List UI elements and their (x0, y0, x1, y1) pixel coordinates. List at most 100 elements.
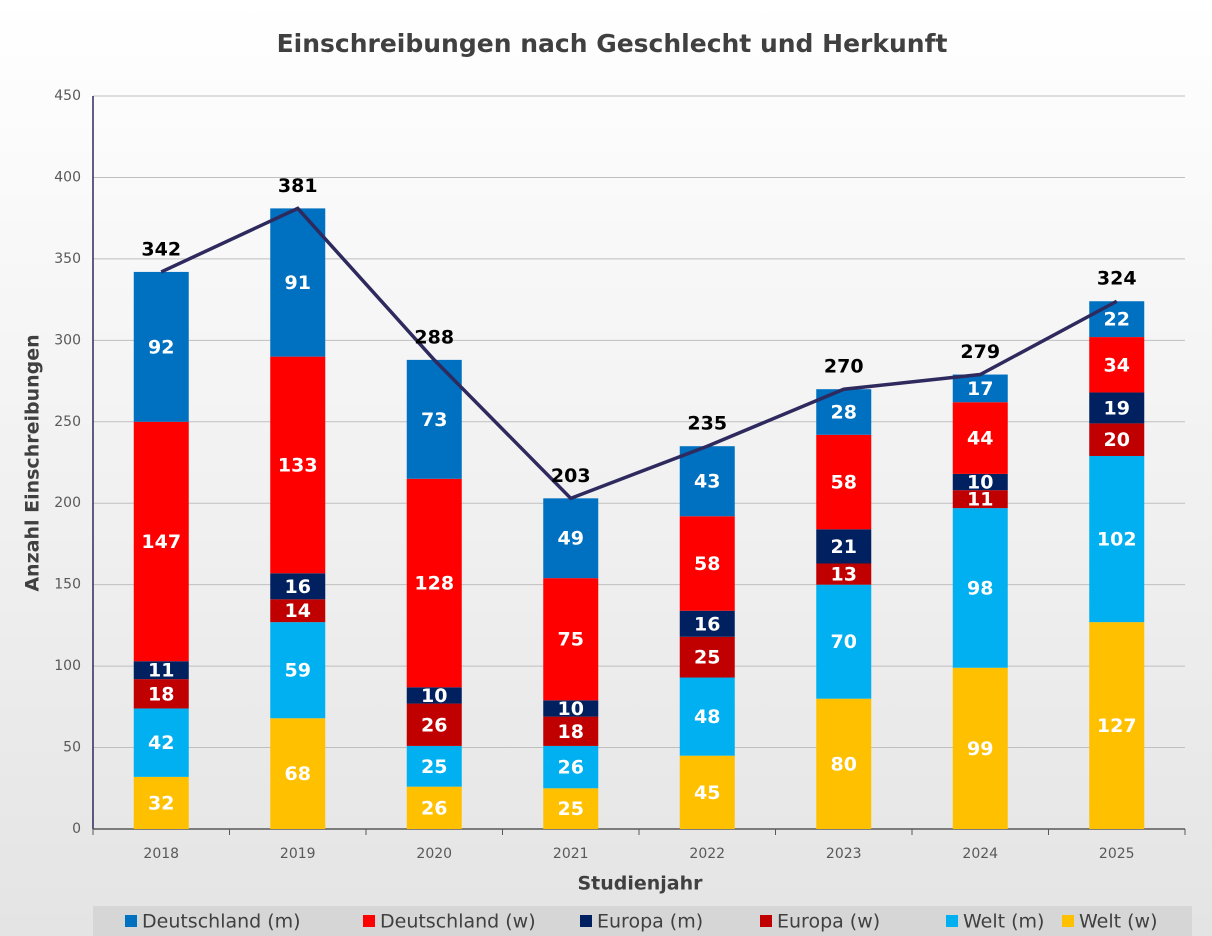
legend-background (93, 906, 1192, 936)
data-label: 73 (421, 409, 447, 431)
bar-segment (679, 610, 735, 637)
x-tick-label: 2023 (826, 846, 862, 862)
data-label: 10 (558, 698, 584, 720)
data-label: 17 (967, 378, 993, 400)
data-label: 133 (278, 454, 318, 476)
y-tick-label: 250 (54, 414, 81, 430)
data-label: 99 (967, 738, 993, 760)
y-tick-label: 50 (63, 740, 81, 756)
bar-segment (133, 776, 189, 829)
bar-segment (1089, 392, 1145, 424)
bar-segment (406, 786, 462, 829)
data-label: 91 (285, 272, 311, 294)
x-axis-label: Studienjahr (577, 873, 703, 895)
bar-segment (679, 516, 735, 611)
data-label: 59 (285, 660, 311, 682)
data-label: 147 (141, 531, 181, 553)
data-label: 13 (831, 564, 857, 586)
data-label: 58 (831, 472, 857, 494)
data-label: 25 (694, 647, 720, 669)
total-label: 235 (687, 413, 727, 435)
legend-swatch (760, 915, 772, 927)
bar-segment (406, 687, 462, 704)
x-tick-label: 2020 (416, 846, 452, 862)
legend-label: Deutschland (w) (380, 911, 536, 933)
data-label: 48 (694, 706, 720, 728)
legend-label: Welt (m) (963, 911, 1044, 933)
total-label: 279 (960, 341, 1000, 363)
total-label: 381 (278, 175, 318, 197)
y-tick-label: 400 (54, 169, 81, 185)
bar-segment (406, 478, 462, 688)
data-label: 58 (694, 553, 720, 575)
bar-segment (133, 421, 189, 662)
chart-title: Einschreibungen nach Geschlecht und Herk… (277, 29, 948, 58)
bar-segment (816, 584, 872, 699)
bar-segment (952, 667, 1008, 829)
data-label: 21 (831, 536, 857, 558)
total-label: 270 (824, 356, 864, 378)
bar-segment (133, 679, 189, 709)
data-label: 16 (694, 613, 720, 635)
x-tick-label: 2025 (1099, 846, 1135, 862)
data-label: 80 (831, 753, 857, 775)
bar-segment (1089, 622, 1145, 829)
bar-segment (270, 622, 326, 719)
bar-segment (406, 745, 462, 787)
bar-segment (1089, 455, 1145, 623)
bar-segment (679, 755, 735, 829)
y-tick-label: 100 (54, 658, 81, 674)
data-label: 42 (148, 732, 174, 754)
x-tick-label: 2024 (962, 846, 998, 862)
x-tick-label: 2021 (553, 846, 589, 862)
data-label: 28 (831, 402, 857, 424)
bar-segment (133, 661, 189, 680)
legend-swatch (946, 915, 958, 927)
y-tick-label: 350 (54, 251, 81, 267)
x-tick-label: 2022 (689, 846, 725, 862)
bar-segment (952, 490, 1008, 509)
data-label: 34 (1104, 354, 1130, 376)
y-tick-label: 450 (54, 88, 81, 104)
bar-segment (952, 473, 1008, 491)
data-label: 92 (148, 336, 174, 358)
bar-segment (406, 703, 462, 746)
total-label: 324 (1097, 268, 1137, 290)
bar-segment (270, 356, 326, 574)
legend-label: Europa (m) (597, 911, 703, 933)
legend-swatch (125, 915, 137, 927)
bar-segment (952, 402, 1008, 474)
data-label: 19 (1104, 397, 1130, 419)
bar-segment (543, 716, 599, 746)
data-label: 18 (558, 721, 584, 743)
bar-segment (543, 700, 599, 717)
y-tick-label: 0 (72, 821, 81, 837)
data-label: 10 (967, 472, 993, 494)
bar-segment (543, 745, 599, 789)
bar-segment (543, 498, 599, 579)
data-label: 49 (558, 528, 584, 550)
total-label: 288 (414, 326, 454, 348)
bar-segment (133, 271, 189, 422)
bar-segment (679, 636, 735, 678)
bar-segment (1089, 337, 1145, 393)
y-tick-label: 300 (54, 332, 81, 348)
data-label: 14 (285, 600, 311, 622)
data-label: 25 (558, 798, 584, 820)
data-label: 26 (421, 797, 447, 819)
data-label: 43 (694, 471, 720, 493)
legend-label: Welt (w) (1079, 911, 1158, 933)
data-label: 98 (967, 577, 993, 599)
y-tick-label: 150 (54, 577, 81, 593)
legend-label: Europa (w) (777, 911, 880, 933)
data-label: 25 (421, 756, 447, 778)
bar-segment (952, 508, 1008, 668)
bar-segment (952, 374, 1008, 403)
data-label: 70 (831, 631, 857, 653)
bar-segment (679, 446, 735, 517)
bar-segment (1089, 423, 1145, 456)
bar-segment (133, 708, 189, 777)
data-label: 102 (1097, 529, 1137, 551)
